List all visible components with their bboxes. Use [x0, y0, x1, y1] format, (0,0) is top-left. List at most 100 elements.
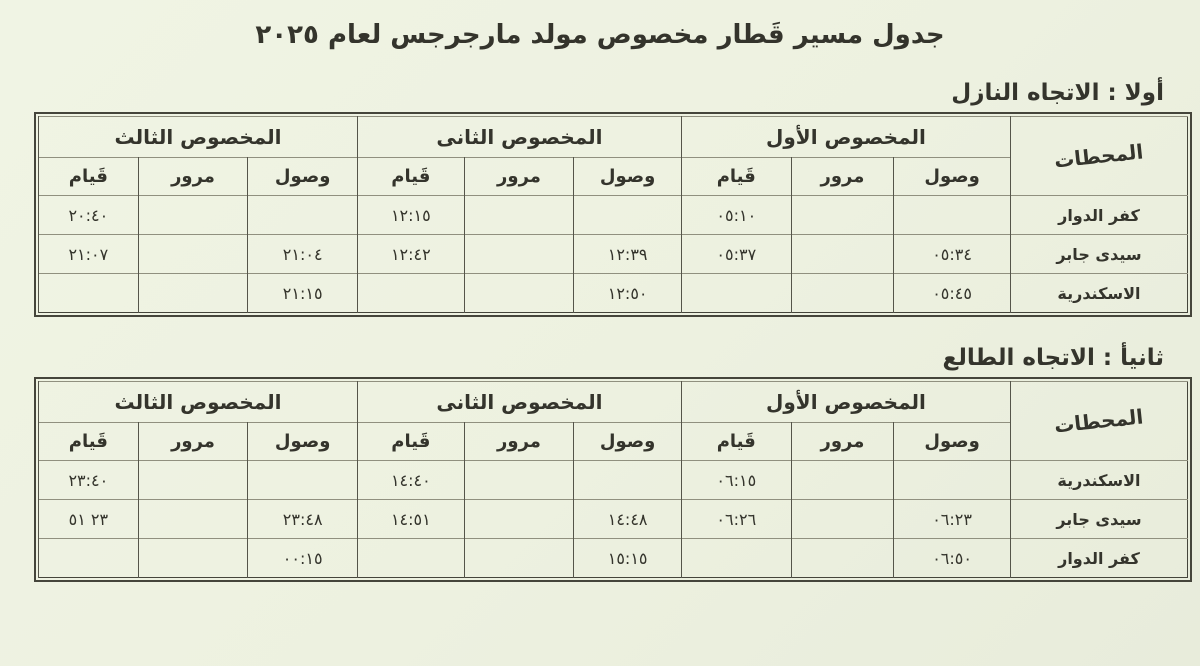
- page-title: جدول مسير قَطار مخصوص مولد مارجرجس لعام …: [255, 20, 945, 50]
- col-header-departure: قَيام: [680, 157, 792, 196]
- time-cell: ١٥:١٥: [573, 538, 682, 578]
- time-cell: ٠٥:٣٧: [680, 234, 792, 274]
- col-header-passing: مرور: [790, 157, 894, 196]
- col-header-departure: قَيام: [357, 157, 465, 196]
- time-cell: [680, 273, 792, 313]
- time-cell: ٠٥:١٠: [680, 195, 792, 235]
- time-cell: [137, 538, 248, 578]
- time-cell: ٢٣:٤٨: [247, 499, 358, 539]
- timetable-down: المحطات المخصوص الأول المخصوص الثانى الم…: [38, 116, 1188, 313]
- time-cell: [463, 499, 574, 539]
- time-cell: [893, 195, 1011, 235]
- col-header-departure: قَيام: [680, 422, 792, 461]
- stations-column-header: المحطات: [1009, 381, 1188, 461]
- time-cell: [357, 538, 465, 578]
- timetable-frame-up: المحطات المخصوص الأول المخصوص الثانى الم…: [34, 377, 1192, 582]
- table-row: الاسكندرية ٠٦:١٥ ١٤:٤٠ ٢٣:٤٠: [38, 460, 1188, 500]
- col-header-arrival: وصول: [893, 157, 1011, 196]
- section-heading-up: ثانيأ : الاتجاه الطالع: [942, 345, 1165, 371]
- group-header-third-special: المخصوص الثالث: [38, 381, 358, 423]
- time-cell: [137, 460, 248, 500]
- time-cell: [790, 538, 894, 578]
- col-header-passing: مرور: [137, 157, 248, 196]
- time-cell: ٠٥:٤٥: [893, 273, 1011, 313]
- time-cell: ٠٥:٣٤: [893, 234, 1011, 274]
- time-cell: [463, 195, 574, 235]
- table-row: كفر الدوار ٠٥:١٠ ١٢:١٥ ٢٠:٤٠: [38, 195, 1188, 235]
- time-cell: ٢٠:٤٠: [38, 195, 139, 235]
- col-header-departure: قَيام: [38, 157, 139, 196]
- col-header-arrival: وصول: [247, 422, 358, 461]
- timetable-up: المحطات المخصوص الأول المخصوص الثانى الم…: [38, 381, 1188, 578]
- time-cell: [790, 273, 894, 313]
- group-header-first-special: المخصوص الأول: [680, 381, 1011, 423]
- time-cell: [790, 234, 894, 274]
- time-cell: ١٤:٤٨: [573, 499, 682, 539]
- time-cell: ٢١:٠٤: [247, 234, 358, 274]
- table-row: كفر الدوار ٠٦:٥٠ ١٥:١٥ ٠٠:١٥: [38, 538, 1188, 578]
- time-cell: [790, 460, 894, 500]
- table-row: سيدى جابر ٠٦:٢٣ ٠٦:٢٦ ١٤:٤٨ ١٤:٥١ ٢٣:٤٨ …: [38, 499, 1188, 539]
- time-cell: [790, 195, 894, 235]
- time-cell: [357, 273, 465, 313]
- time-cell: [463, 538, 574, 578]
- time-cell: ١٢:١٥: [357, 195, 465, 235]
- stations-column-header-label: المحطات: [1053, 139, 1145, 173]
- table-row: الاسكندرية ٠٥:٤٥ ١٢:٥٠ ٢١:١٥: [38, 273, 1188, 313]
- col-header-departure: قَيام: [357, 422, 465, 461]
- time-cell: ٢١:١٥: [247, 273, 358, 313]
- time-cell: ٢٣:٤٠: [38, 460, 139, 500]
- col-header-passing: مرور: [790, 422, 894, 461]
- time-cell: ١٤:٤٠: [357, 460, 465, 500]
- stations-column-header: المحطات: [1009, 116, 1188, 196]
- time-cell: ٠٠:١٥: [247, 538, 358, 578]
- group-header-second-special: المخصوص الثانى: [357, 381, 682, 423]
- time-cell: ٠٦:٢٦: [680, 499, 792, 539]
- scanned-timetable-page: { "page": { "title": "جدول مسير قَطار مخ…: [0, 20, 1200, 666]
- station-cell: الاسكندرية: [1009, 273, 1188, 313]
- time-cell: [137, 234, 248, 274]
- col-header-departure: قَيام: [38, 422, 139, 461]
- station-cell: الاسكندرية: [1009, 460, 1188, 500]
- time-cell: [463, 460, 574, 500]
- group-header-row: المحطات المخصوص الأول المخصوص الثانى الم…: [38, 381, 1188, 461]
- timetable-frame-down: المحطات المخصوص الأول المخصوص الثانى الم…: [34, 112, 1192, 317]
- section-heading-down: أولا : الاتجاه النازل: [951, 80, 1164, 106]
- time-cell: [38, 538, 139, 578]
- col-header-arrival: وصول: [893, 422, 1011, 461]
- group-header-third-special: المخصوص الثالث: [38, 116, 358, 158]
- sub-header-row: وصول مرور قَيام وصول مرور قَيام وصول مرو…: [38, 422, 1188, 461]
- time-cell: ١٤:٥١: [357, 499, 465, 539]
- time-cell: ٠٦:٥٠: [893, 538, 1011, 578]
- col-header-passing: مرور: [137, 422, 248, 461]
- table-row: سيدى جابر ٠٥:٣٤ ٠٥:٣٧ ١٢:٣٩ ١٢:٤٢ ٢١:٠٤ …: [38, 234, 1188, 274]
- station-cell: سيدى جابر: [1009, 234, 1188, 274]
- time-cell: [790, 499, 894, 539]
- time-cell: [893, 460, 1011, 500]
- group-header-first-special: المخصوص الأول: [680, 116, 1011, 158]
- time-cell: [463, 234, 574, 274]
- time-cell: ٢١:٠٧: [38, 234, 139, 274]
- time-cell: ٠٦:١٥: [680, 460, 792, 500]
- time-cell: [463, 273, 574, 313]
- time-cell: [247, 460, 358, 500]
- time-cell: ٢٣ ٥١: [38, 499, 139, 539]
- sub-header-row: وصول مرور قَيام وصول مرور قَيام وصول مرو…: [38, 157, 1188, 196]
- col-header-arrival: وصول: [573, 157, 682, 196]
- station-cell: كفر الدوار: [1009, 195, 1188, 235]
- time-cell: [573, 195, 682, 235]
- time-cell: [137, 499, 248, 539]
- time-cell: [137, 195, 248, 235]
- col-header-passing: مرور: [463, 422, 574, 461]
- stations-column-header-label: المحطات: [1053, 404, 1145, 438]
- time-cell: ١٢:٤٢: [357, 234, 465, 274]
- col-header-arrival: وصول: [247, 157, 358, 196]
- group-header-row: المحطات المخصوص الأول المخصوص الثانى الم…: [38, 116, 1188, 196]
- time-cell: ٠٦:٢٣: [893, 499, 1011, 539]
- time-cell: [573, 460, 682, 500]
- time-cell: ١٢:٥٠: [573, 273, 682, 313]
- time-cell: [247, 195, 358, 235]
- time-cell: [38, 273, 139, 313]
- time-cell: [680, 538, 792, 578]
- station-cell: كفر الدوار: [1009, 538, 1188, 578]
